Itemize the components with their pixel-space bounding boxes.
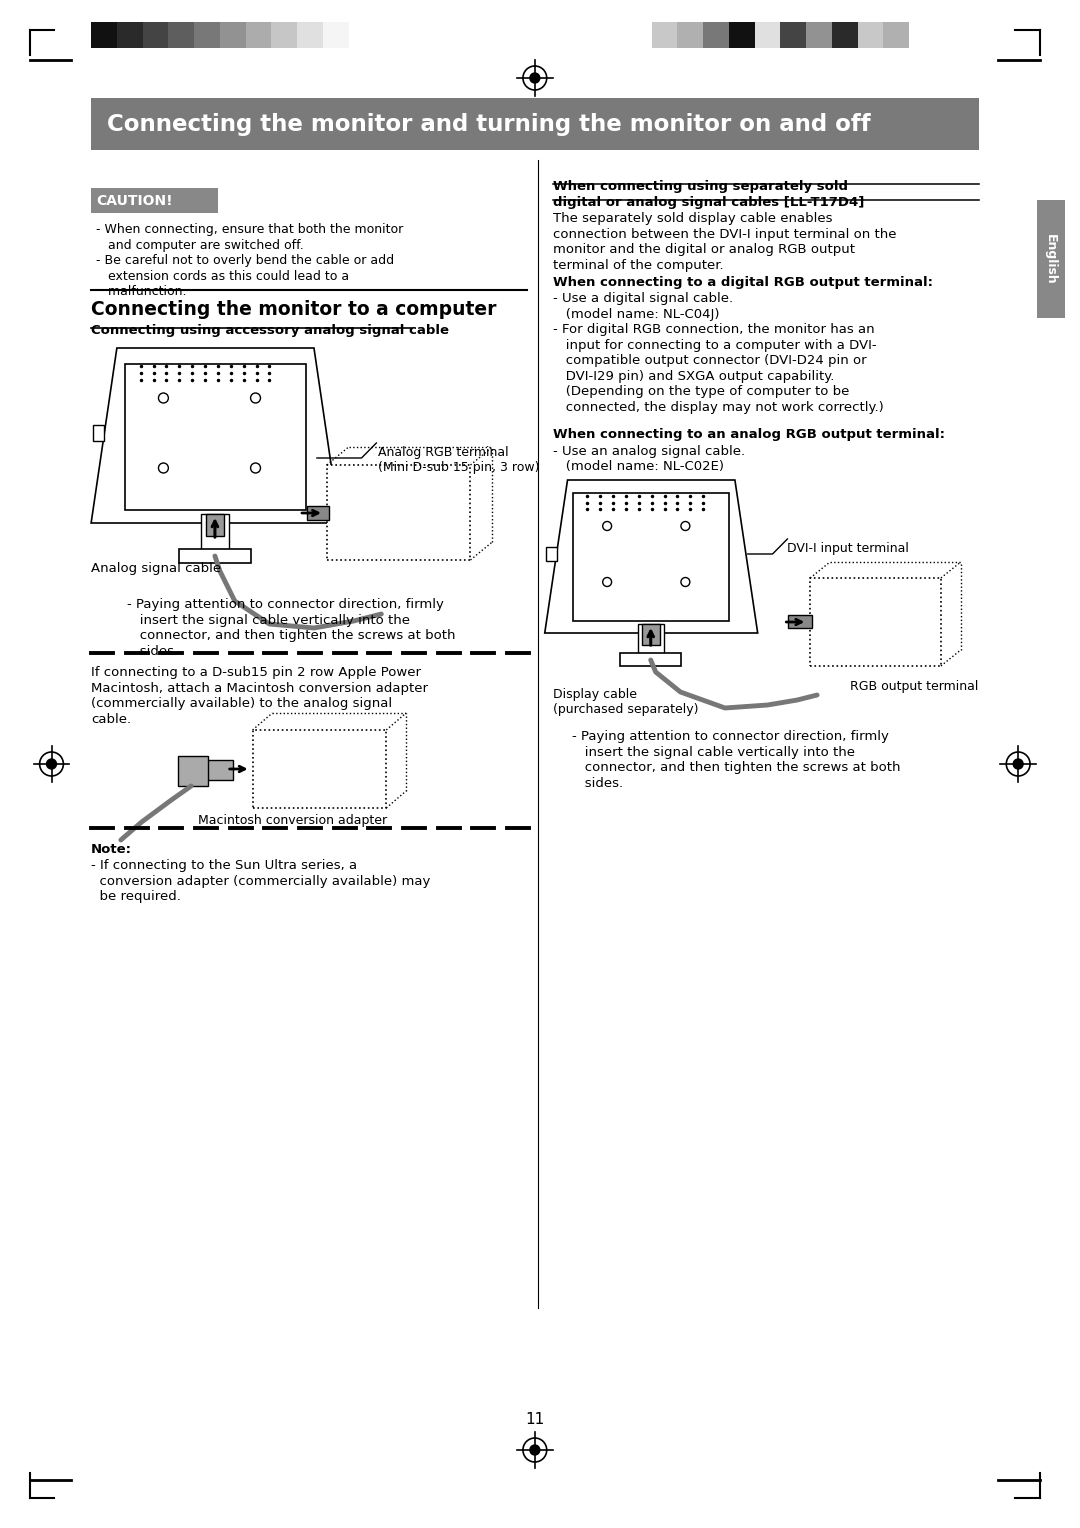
Bar: [638, 623, 663, 654]
Bar: [245, 21, 271, 47]
Bar: [179, 549, 251, 562]
Bar: [93, 425, 104, 442]
Bar: [651, 21, 677, 47]
Text: (commercially available) to the analog signal: (commercially available) to the analog s…: [91, 697, 392, 711]
Text: (Depending on the type of computer to be: (Depending on the type of computer to be: [553, 385, 849, 397]
Bar: [117, 21, 143, 47]
Bar: [677, 21, 703, 47]
Text: Connecting the monitor and turning the monitor on and off: Connecting the monitor and turning the m…: [107, 113, 870, 136]
Text: monitor and the digital or analog RGB output: monitor and the digital or analog RGB ou…: [553, 243, 854, 257]
Text: and computer are switched off.: and computer are switched off.: [96, 238, 303, 252]
Bar: [573, 494, 729, 620]
Bar: [781, 21, 806, 47]
Text: - Paying attention to connector direction, firmly: - Paying attention to connector directio…: [126, 597, 444, 611]
Text: connection between the DVI-I input terminal on the: connection between the DVI-I input termi…: [553, 228, 896, 240]
Bar: [327, 465, 471, 559]
Bar: [178, 756, 208, 785]
Text: Connecting the monitor to a computer: Connecting the monitor to a computer: [91, 299, 497, 319]
Bar: [125, 364, 306, 510]
Bar: [201, 513, 229, 550]
Text: English: English: [1044, 234, 1057, 284]
Text: - Use an analog signal cable.: - Use an analog signal cable.: [553, 445, 745, 458]
Bar: [545, 547, 556, 561]
Text: extension cords as this could lead to a: extension cords as this could lead to a: [96, 269, 349, 283]
Text: RGB output terminal: RGB output terminal: [850, 680, 978, 694]
Text: - If connecting to the Sun Ultra series, a: - If connecting to the Sun Ultra series,…: [91, 859, 357, 872]
Text: conversion adapter (commercially available) may: conversion adapter (commercially availab…: [91, 874, 431, 888]
Bar: [91, 188, 218, 212]
Bar: [143, 21, 168, 47]
Bar: [253, 730, 387, 808]
Bar: [91, 98, 978, 150]
Text: DVI-I29 pin) and SXGA output capability.: DVI-I29 pin) and SXGA output capability.: [553, 370, 834, 382]
Bar: [206, 513, 224, 536]
Text: (purchased separately): (purchased separately): [553, 703, 698, 717]
Text: connector, and then tighten the screws at both: connector, and then tighten the screws a…: [126, 630, 456, 642]
Bar: [1037, 200, 1065, 318]
Text: When connecting using separately sold: When connecting using separately sold: [553, 180, 848, 193]
Text: DVI-I input terminal: DVI-I input terminal: [787, 542, 909, 555]
Bar: [729, 21, 755, 47]
Text: When connecting to a digital RGB output terminal:: When connecting to a digital RGB output …: [553, 277, 933, 289]
Text: - For digital RGB connection, the monitor has an: - For digital RGB connection, the monito…: [553, 322, 875, 336]
Bar: [307, 506, 328, 520]
Text: terminal of the computer.: terminal of the computer.: [553, 258, 724, 272]
Bar: [297, 21, 323, 47]
Text: (model name: NL-C02E): (model name: NL-C02E): [553, 460, 724, 474]
Text: - When connecting, ensure that both the monitor: - When connecting, ensure that both the …: [96, 223, 403, 235]
Circle shape: [46, 759, 56, 769]
Circle shape: [530, 73, 540, 83]
Text: connected, the display may not work correctly.): connected, the display may not work corr…: [553, 400, 883, 414]
Text: - Use a digital signal cable.: - Use a digital signal cable.: [553, 292, 733, 306]
Text: be required.: be required.: [91, 889, 181, 903]
Text: (Mini D-sub 15 pin, 3 row): (Mini D-sub 15 pin, 3 row): [378, 461, 540, 474]
Text: sides.: sides.: [572, 776, 623, 790]
Text: cable.: cable.: [91, 712, 132, 726]
Text: If connecting to a D-sub15 pin 2 row Apple Power: If connecting to a D-sub15 pin 2 row App…: [91, 666, 421, 678]
Text: CAUTION!: CAUTION!: [96, 194, 173, 208]
Bar: [194, 21, 220, 47]
Bar: [810, 578, 941, 666]
Text: (model name: NL-C04J): (model name: NL-C04J): [553, 307, 719, 321]
Bar: [832, 21, 858, 47]
Bar: [220, 21, 245, 47]
Text: Note:: Note:: [91, 843, 132, 856]
Bar: [788, 614, 812, 628]
Text: The separately sold display cable enables: The separately sold display cable enable…: [553, 212, 833, 225]
Text: Macintosh, attach a Macintosh conversion adapter: Macintosh, attach a Macintosh conversion…: [91, 681, 428, 695]
Text: - Paying attention to connector direction, firmly: - Paying attention to connector directio…: [572, 730, 889, 743]
Text: malfunction.: malfunction.: [96, 286, 187, 298]
Polygon shape: [91, 348, 340, 523]
Text: Display cable: Display cable: [553, 688, 637, 701]
Circle shape: [530, 1445, 540, 1455]
Bar: [858, 21, 883, 47]
Text: Macintosh conversion adapter: Macintosh conversion adapter: [198, 814, 388, 827]
Text: insert the signal cable vertically into the: insert the signal cable vertically into …: [126, 614, 409, 626]
Bar: [168, 21, 194, 47]
Polygon shape: [544, 480, 758, 633]
Bar: [642, 623, 660, 645]
Circle shape: [1013, 759, 1023, 769]
Bar: [755, 21, 781, 47]
Text: connector, and then tighten the screws at both: connector, and then tighten the screws a…: [572, 761, 901, 775]
Text: input for connecting to a computer with a DVI-: input for connecting to a computer with …: [553, 339, 876, 351]
Bar: [91, 21, 117, 47]
Text: Connecting using accessory analog signal cable: Connecting using accessory analog signal…: [91, 324, 449, 338]
Text: compatible output connector (DVI-D24 pin or: compatible output connector (DVI-D24 pin…: [553, 354, 866, 367]
Bar: [207, 759, 233, 779]
Bar: [323, 21, 349, 47]
Text: Analog signal cable: Analog signal cable: [91, 562, 221, 575]
Bar: [806, 21, 832, 47]
Text: insert the signal cable vertically into the: insert the signal cable vertically into …: [572, 746, 855, 758]
Text: When connecting to an analog RGB output terminal:: When connecting to an analog RGB output …: [553, 428, 945, 442]
Bar: [883, 21, 909, 47]
Text: - Be careful not to overly bend the cable or add: - Be careful not to overly bend the cabl…: [96, 254, 394, 267]
Text: sides.: sides.: [126, 645, 178, 657]
Bar: [620, 652, 681, 666]
Text: digital or analog signal cables [LL-T17D4]: digital or analog signal cables [LL-T17D…: [553, 196, 864, 209]
Text: Analog RGB terminal: Analog RGB terminal: [378, 446, 509, 458]
Text: 11: 11: [525, 1412, 544, 1427]
Bar: [703, 21, 729, 47]
Bar: [271, 21, 297, 47]
